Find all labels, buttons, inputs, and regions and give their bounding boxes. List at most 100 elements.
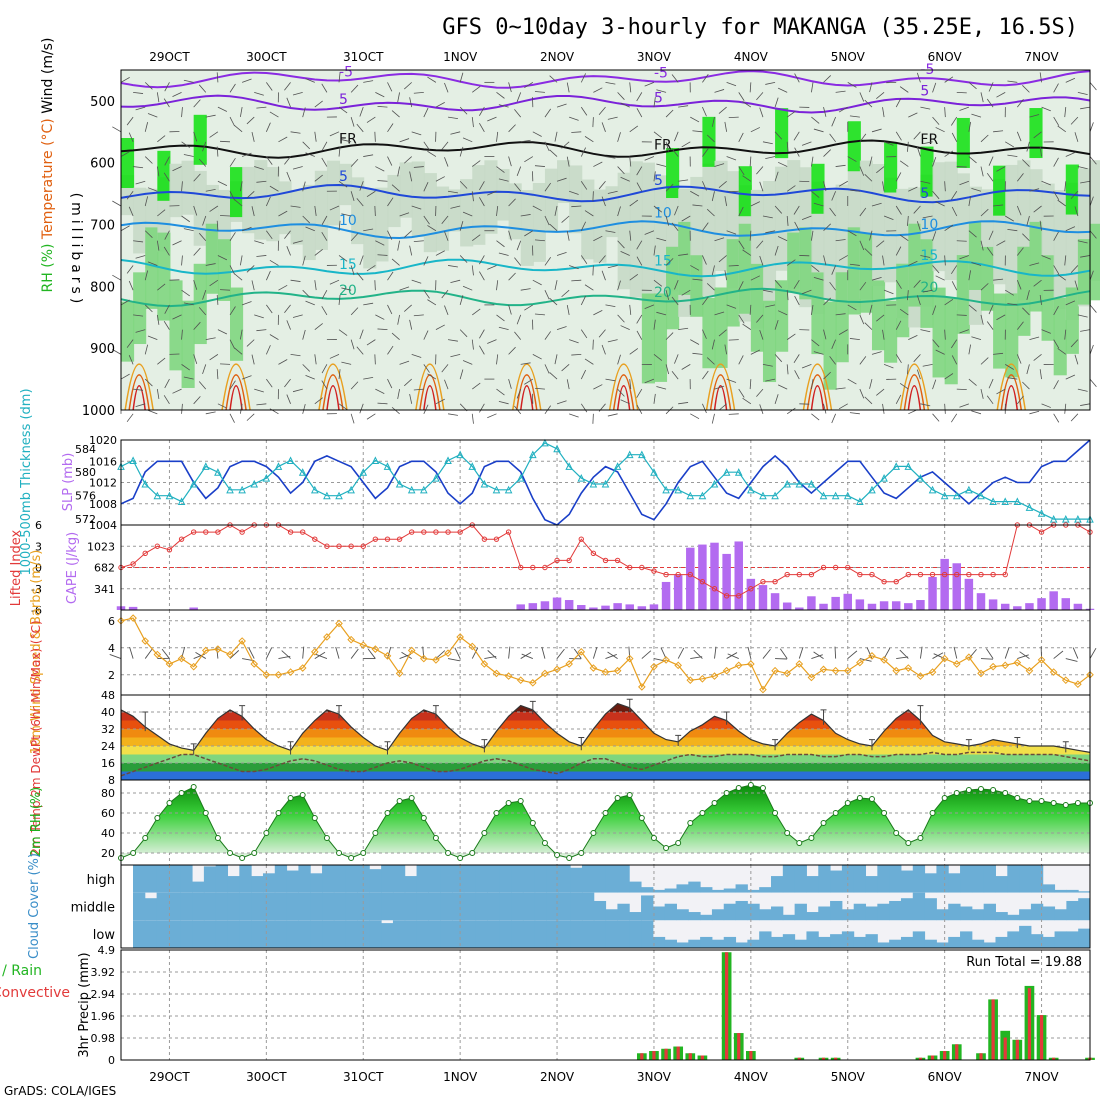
li-point bbox=[736, 593, 742, 599]
wind-speed-point bbox=[795, 660, 804, 668]
li-tick-label: -6 bbox=[31, 604, 42, 617]
cloud-cell bbox=[1030, 865, 1044, 893]
rh-cell bbox=[387, 174, 401, 228]
wind-barb bbox=[571, 353, 582, 356]
cloud-cell bbox=[711, 939, 725, 948]
wind-barb bbox=[811, 265, 820, 273]
wind-barb bbox=[459, 106, 468, 115]
cloud-cell bbox=[310, 920, 323, 948]
thickness-point bbox=[468, 462, 477, 470]
wind-barb bbox=[338, 403, 348, 411]
wind-speed-point bbox=[613, 666, 622, 675]
wind-barb bbox=[409, 319, 413, 330]
wind-barb bbox=[377, 254, 388, 256]
wind-barb bbox=[980, 166, 984, 177]
wind-barb bbox=[750, 201, 761, 207]
cloud-cell bbox=[700, 887, 713, 893]
cloud-cell bbox=[487, 892, 500, 921]
rh-tick-label: 60 bbox=[101, 807, 115, 820]
wind-barb bbox=[302, 364, 311, 372]
wind-barb bbox=[786, 333, 796, 340]
cloud-cell bbox=[617, 865, 630, 893]
wind-barb bbox=[617, 92, 625, 100]
wind-barb bbox=[1026, 290, 1030, 300]
li-point bbox=[966, 571, 972, 578]
rh-cell bbox=[666, 246, 680, 330]
cloud-cell bbox=[487, 865, 500, 893]
surface-wind-barb bbox=[834, 646, 837, 659]
wind-barb bbox=[869, 230, 873, 241]
wind-barb bbox=[524, 156, 534, 163]
li-point bbox=[820, 564, 827, 571]
wind-barb bbox=[580, 221, 587, 231]
wind-barb bbox=[988, 82, 994, 92]
thickness-point bbox=[747, 485, 755, 494]
precip-conv-bar bbox=[664, 1048, 668, 1060]
wind-barb bbox=[908, 335, 918, 340]
wind-barb bbox=[932, 413, 940, 422]
wind-barb bbox=[217, 180, 228, 187]
rh-cell bbox=[181, 300, 195, 388]
wind-barb bbox=[656, 237, 667, 242]
wind-barb bbox=[514, 183, 522, 192]
wind-barb bbox=[447, 413, 458, 416]
wind-barb bbox=[112, 349, 122, 355]
rh-cell bbox=[1065, 164, 1079, 215]
wind-barb bbox=[620, 251, 630, 256]
surface-isotherm bbox=[616, 385, 631, 411]
wind-barb bbox=[1057, 125, 1067, 133]
wind-barb bbox=[234, 125, 243, 133]
rh-point bbox=[263, 830, 270, 836]
cloud-cell bbox=[593, 865, 607, 893]
wind-barb bbox=[544, 290, 550, 300]
wind-barb bbox=[549, 223, 558, 232]
wind-barb bbox=[774, 354, 783, 363]
wind-barb bbox=[193, 99, 201, 108]
wind-barb bbox=[932, 191, 940, 200]
wind-barb bbox=[980, 283, 989, 291]
wind-barb bbox=[738, 388, 745, 398]
wind-barb bbox=[314, 100, 323, 108]
isotherm-line bbox=[120, 183, 1091, 204]
wind-barb bbox=[823, 329, 827, 340]
wind-barb bbox=[1053, 339, 1060, 349]
cloud-cell bbox=[605, 920, 618, 948]
wind-barb bbox=[302, 181, 306, 192]
cloud-cell bbox=[960, 906, 973, 921]
rh-cell bbox=[351, 177, 365, 245]
wind-barb bbox=[241, 301, 252, 306]
wind-tick-label: 6 bbox=[108, 615, 115, 628]
wind-barb bbox=[554, 354, 558, 365]
cloud-cell bbox=[865, 906, 878, 921]
surface-isotherm bbox=[423, 385, 437, 411]
li-point bbox=[154, 543, 161, 549]
thickness-point bbox=[177, 497, 186, 506]
wind-barb bbox=[181, 289, 190, 297]
wind-barb bbox=[1039, 369, 1042, 380]
wind-barb bbox=[156, 92, 160, 103]
surface-isotherm bbox=[705, 363, 736, 411]
wind-barb bbox=[1007, 154, 1018, 157]
wind-barb bbox=[813, 202, 824, 207]
surface-wind-barb bbox=[248, 647, 255, 659]
cloud-cell bbox=[995, 936, 1008, 948]
temp-tick-label: 24 bbox=[101, 740, 115, 753]
cloud-cell bbox=[877, 865, 890, 893]
cloud-cell bbox=[133, 865, 146, 893]
surface-isotherm bbox=[318, 363, 348, 411]
wind-barb bbox=[181, 364, 190, 371]
upper-air-frame bbox=[120, 69, 1091, 411]
wind-barb bbox=[278, 359, 288, 365]
li-point bbox=[941, 571, 948, 578]
wind-barb bbox=[350, 381, 359, 390]
wind-barb bbox=[1033, 279, 1042, 287]
cloud-cell bbox=[463, 920, 477, 948]
cloud-cell bbox=[274, 865, 288, 893]
wind-barb bbox=[163, 320, 170, 330]
cape-bar bbox=[988, 599, 998, 610]
wind-barb bbox=[601, 122, 606, 132]
surface-wind-barb bbox=[953, 646, 958, 659]
cloud-cell bbox=[570, 892, 583, 921]
wind-barb bbox=[1053, 157, 1059, 167]
wind-barb bbox=[895, 172, 902, 182]
